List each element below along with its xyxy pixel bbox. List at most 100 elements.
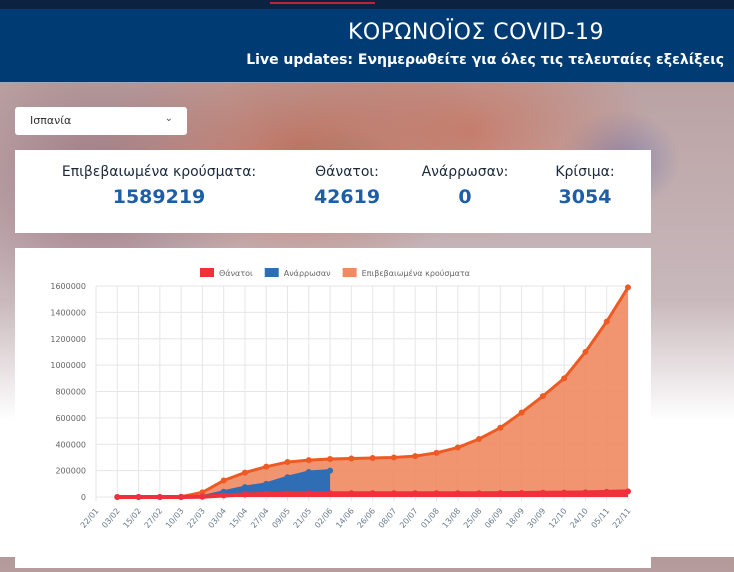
x-tick-label: 15/04 [228, 507, 250, 530]
data-point [561, 489, 568, 496]
x-tick-label: 13/08 [441, 507, 463, 530]
data-point [284, 459, 291, 466]
chevron-down-icon: ⌄ [164, 113, 173, 124]
data-point [518, 409, 525, 416]
data-point [454, 444, 461, 451]
data-point [135, 494, 142, 500]
data-point [412, 490, 419, 497]
stats-card: Επιβεβαιωμένα κρούσματα: 1589219 Θάνατοι… [15, 150, 651, 233]
x-tick-label: 10/03 [164, 507, 186, 530]
stat-value: 42619 [313, 186, 381, 208]
stat-recovered: Ανάρρωσαν: 0 [410, 164, 520, 208]
top-bar [0, 0, 734, 9]
x-tick-label: 27/04 [249, 507, 271, 530]
stat-value: 3054 [558, 186, 612, 208]
data-point [518, 489, 525, 496]
stat-confirmed: Επιβεβαιωμένα κρούσματα: 1589219 [48, 164, 270, 208]
data-point [433, 449, 440, 456]
x-tick-label: 27/02 [143, 507, 165, 530]
legend-label: Επιβεβαιωμένα κρούσματα [362, 268, 470, 278]
x-tick-label: 30/09 [526, 507, 548, 530]
data-point [348, 455, 355, 462]
data-point [241, 469, 248, 476]
data-point [348, 490, 355, 497]
x-tick-label: 15/02 [121, 507, 143, 530]
x-tick-label: 18/09 [504, 507, 526, 530]
data-point [305, 457, 312, 464]
chart-card: 0 200000 400000 600000 800000 1000000 1200000 1… [15, 248, 651, 568]
data-point [476, 490, 483, 497]
data-point [284, 490, 291, 497]
y-tick-label: 0 [81, 493, 86, 502]
x-tick-label: 25/08 [462, 507, 484, 530]
y-tick-label: 200000 [55, 467, 86, 476]
x-tick-label: 06/09 [483, 507, 505, 530]
legend-label: Θάνατοι [219, 269, 253, 278]
y-tick-label: 1600000 [50, 282, 86, 291]
data-point [497, 490, 504, 497]
x-tick-label: 26/06 [355, 507, 377, 530]
data-point [327, 467, 334, 474]
data-point [114, 494, 121, 500]
x-tick-label: 22/03 [185, 507, 207, 530]
legend-swatch [200, 268, 214, 277]
data-point [199, 493, 206, 500]
data-point [476, 435, 483, 442]
stat-label: Θάνατοι: [315, 164, 379, 180]
data-point [263, 463, 270, 470]
stat-label: Κρίσιμα: [555, 164, 615, 180]
series-area-1 [138, 470, 331, 497]
stat-label: Επιβεβαιωμένα κρούσματα: [61, 164, 257, 180]
stat-critical: Κρίσιμα: 3054 [540, 164, 630, 208]
data-point [625, 284, 631, 291]
y-tick-label: 600000 [55, 414, 86, 423]
series-area-2 [117, 287, 628, 497]
data-point [178, 493, 185, 500]
data-point [603, 318, 610, 325]
data-point [305, 490, 312, 497]
x-tick-label: 24/10 [568, 507, 590, 530]
y-tick-label: 1400000 [50, 308, 86, 317]
data-point [561, 375, 568, 382]
data-point [241, 491, 248, 498]
data-point [454, 490, 461, 497]
y-tick-label: 800000 [55, 388, 86, 397]
country-select[interactable]: Ισπανία ⌄ [15, 107, 187, 135]
data-point [603, 488, 610, 495]
stat-deaths: Θάνατοι: 42619 [297, 164, 397, 208]
active-indicator [270, 2, 375, 4]
x-tick-label: 03/04 [206, 507, 228, 530]
data-point [539, 489, 546, 496]
data-point [582, 348, 589, 355]
legend-label: Ανάρρωσαν [284, 269, 331, 278]
page-title: ΚΟΡΩΝΟΪΟΣ COVID-19 [348, 20, 604, 45]
legend-swatch [264, 268, 279, 277]
x-tick-label: 20/07 [398, 507, 420, 530]
data-point [390, 490, 397, 497]
data-point [412, 453, 419, 460]
x-tick-label: 21/05 [292, 507, 314, 530]
legend-swatch [342, 268, 357, 277]
data-point [369, 454, 376, 461]
data-point [497, 424, 504, 431]
data-point [369, 490, 376, 497]
stat-value: 1589219 [112, 186, 206, 208]
x-tick-label: 12/10 [547, 507, 569, 530]
data-point [156, 494, 163, 500]
data-point [305, 468, 312, 475]
data-point [199, 489, 206, 496]
x-tick-label: 03/02 [100, 507, 122, 530]
x-tick-label: 01/08 [419, 507, 441, 530]
data-point [241, 484, 248, 491]
x-tick-label: 02/06 [313, 507, 335, 530]
x-tick-label: 22/11 [611, 507, 633, 530]
data-point [263, 480, 270, 487]
data-point [327, 456, 334, 463]
page-subtitle: Live updates: Ενημερωθείτε για όλες τις … [246, 52, 724, 68]
x-tick-label: 14/06 [334, 507, 356, 530]
header-banner: ΚΟΡΩΝΟΪΟΣ COVID-19 Live updates: Ενημερω… [0, 9, 734, 83]
data-point [284, 474, 291, 481]
data-point [220, 492, 227, 499]
data-point [625, 488, 631, 495]
x-tick-label: 05/11 [590, 507, 612, 530]
